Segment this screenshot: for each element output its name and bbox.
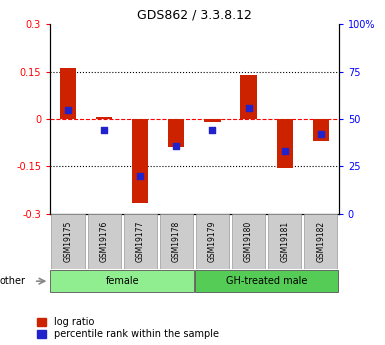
Bar [204,119,221,122]
FancyBboxPatch shape [50,270,194,292]
Bar [132,119,148,203]
Text: GSM19176: GSM19176 [100,221,109,262]
Text: GH-treated male: GH-treated male [226,276,307,286]
Bar [60,68,76,119]
FancyBboxPatch shape [52,215,85,268]
FancyBboxPatch shape [268,215,301,268]
FancyBboxPatch shape [195,270,338,292]
Bar [241,75,257,119]
Point [209,128,216,133]
FancyBboxPatch shape [232,215,265,268]
Text: GSM19177: GSM19177 [136,221,145,262]
Point [281,148,288,154]
Legend: log ratio, percentile rank within the sample: log ratio, percentile rank within the sa… [36,316,220,340]
Bar [313,119,329,141]
Point [137,173,143,179]
Text: GSM19182: GSM19182 [316,221,325,262]
FancyBboxPatch shape [304,215,337,268]
Bar [96,117,112,119]
Text: GSM19181: GSM19181 [280,221,289,262]
FancyBboxPatch shape [196,215,229,268]
Text: GSM19175: GSM19175 [64,221,73,262]
Point [101,128,107,133]
Point [246,105,252,110]
Text: other: other [0,276,25,286]
Title: GDS862 / 3.3.8.12: GDS862 / 3.3.8.12 [137,9,252,22]
FancyBboxPatch shape [88,215,121,268]
FancyBboxPatch shape [160,215,193,268]
Text: GSM19179: GSM19179 [208,221,217,262]
Text: female: female [105,276,139,286]
Point [65,107,71,112]
Point [318,131,324,137]
Text: GSM19178: GSM19178 [172,221,181,262]
Bar [168,119,184,148]
Point [173,143,179,148]
Bar [276,119,293,168]
FancyBboxPatch shape [124,215,157,268]
Text: GSM19180: GSM19180 [244,221,253,262]
